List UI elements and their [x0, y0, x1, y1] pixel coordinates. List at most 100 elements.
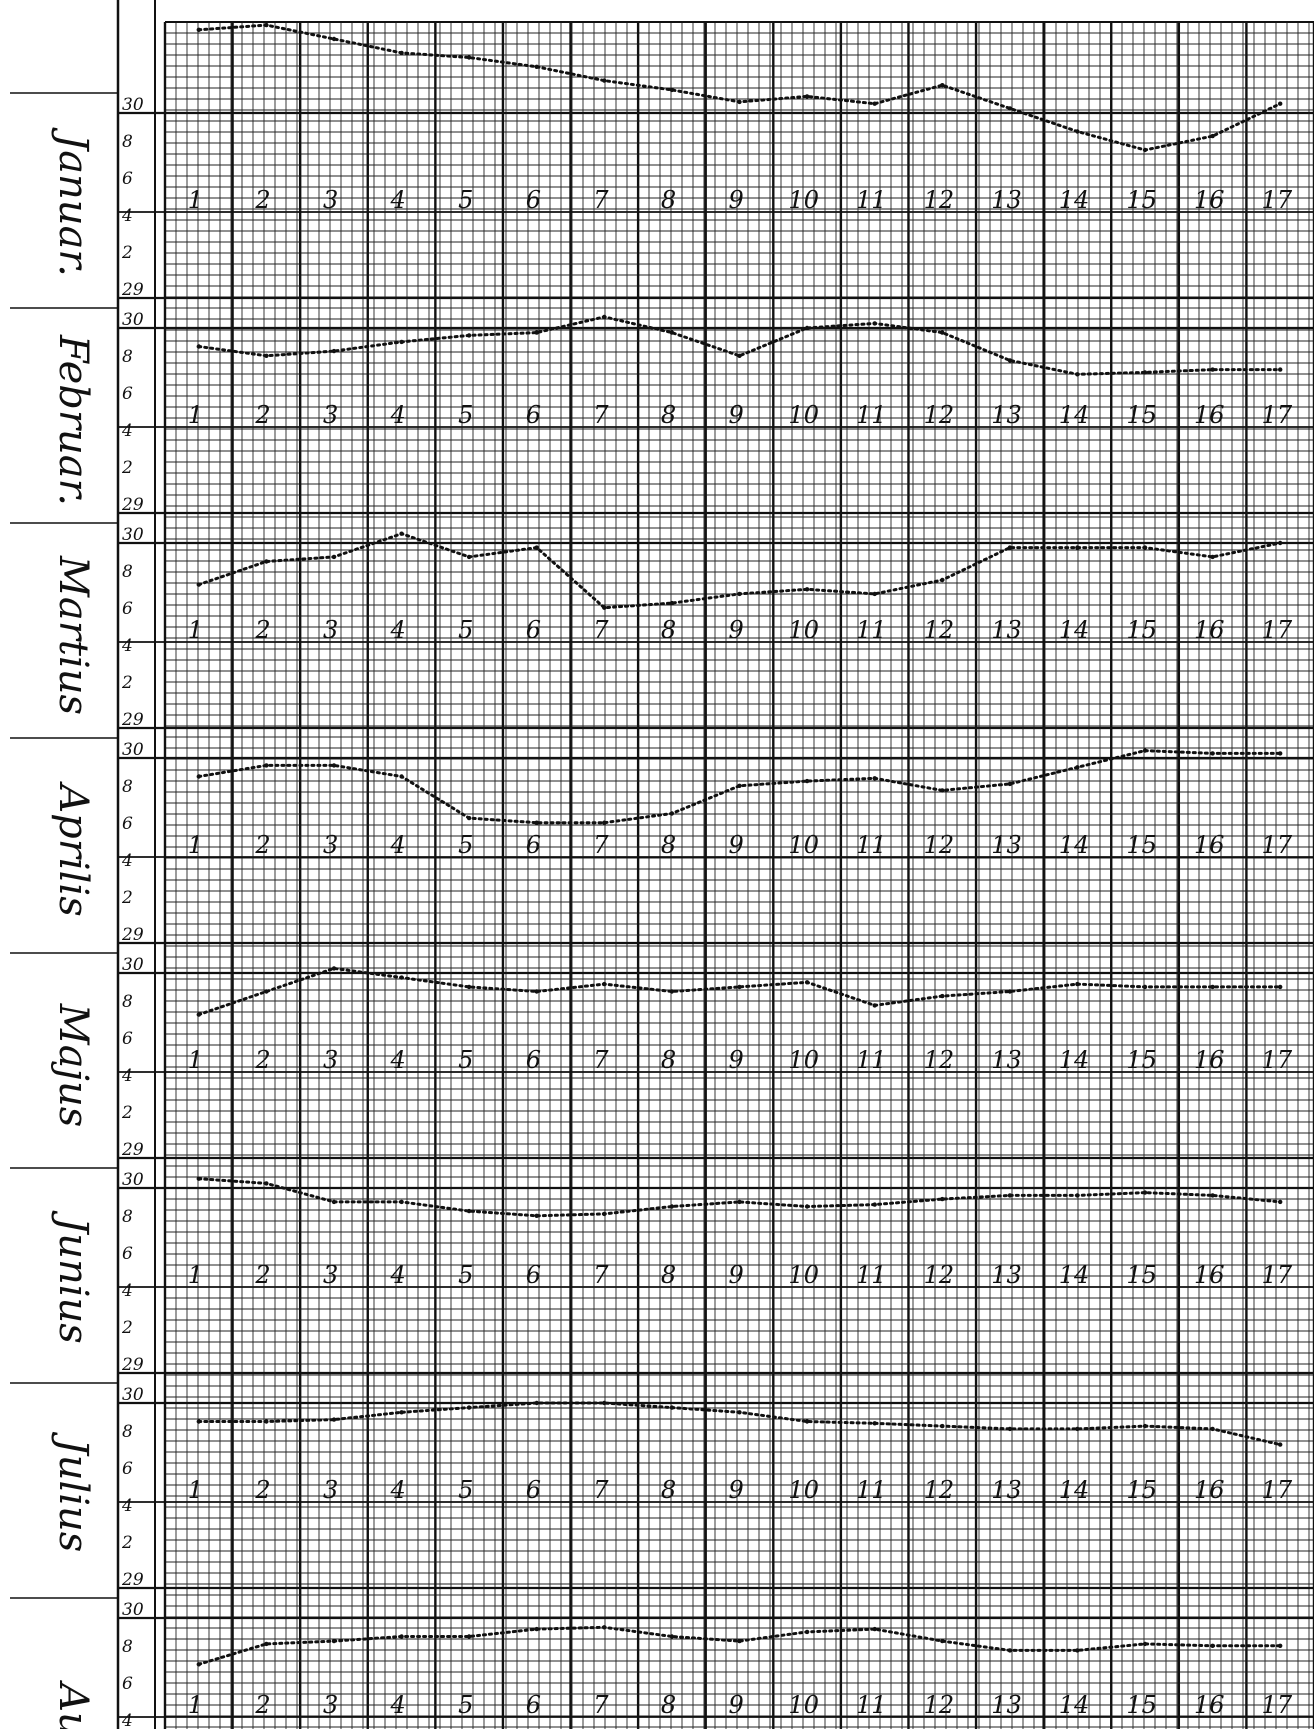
pressure-point — [196, 1176, 201, 1181]
y-tick-label: 4 — [121, 851, 133, 871]
pressure-point — [602, 1211, 607, 1217]
day-label: 17 — [1262, 186, 1293, 214]
y-tick-label: 30 — [122, 525, 144, 545]
pressure-point — [196, 27, 201, 32]
day-label: 1 — [188, 1476, 203, 1504]
pressure-point — [669, 811, 675, 816]
day-label: 16 — [1194, 1046, 1225, 1074]
y-tick-label: 29 — [121, 925, 144, 945]
day-label: 13 — [991, 1476, 1022, 1504]
pressure-point — [331, 554, 337, 560]
day-label: 1 — [188, 1261, 203, 1289]
day-label: 13 — [991, 1691, 1022, 1719]
pressure-point — [872, 776, 877, 781]
day-label: 11 — [856, 186, 887, 214]
pressure-point — [1210, 367, 1215, 372]
day-label: 11 — [856, 616, 887, 644]
pressure-point — [602, 314, 607, 320]
day-label: 7 — [593, 1046, 609, 1074]
day-label: 6 — [526, 1261, 541, 1289]
y-tick-label: 29 — [121, 1570, 144, 1590]
day-label: 16 — [1194, 831, 1225, 859]
day-label: 17 — [1262, 831, 1293, 859]
day-label: 10 — [788, 1476, 819, 1504]
day-label: 3 — [323, 1046, 338, 1074]
day-label: 7 — [593, 401, 609, 429]
pressure-point — [399, 1410, 404, 1415]
pressure-point — [940, 1196, 945, 1202]
pressure-point — [1007, 1193, 1013, 1198]
day-label: 12 — [924, 186, 955, 214]
day-label: 11 — [856, 1476, 887, 1504]
day-label: 17 — [1262, 616, 1293, 644]
y-tick-label: 30 — [122, 1385, 144, 1405]
pressure-point — [331, 1417, 337, 1422]
y-tick-label: 30 — [122, 310, 144, 330]
pressure-point — [1075, 129, 1080, 134]
day-label: 14 — [1059, 401, 1090, 429]
pressure-point — [196, 1662, 201, 1667]
pressure-point — [1142, 545, 1148, 550]
day-label: 2 — [254, 616, 270, 644]
pressure-point — [602, 1400, 607, 1406]
y-tick-label: 8 — [122, 777, 133, 797]
day-label: 16 — [1194, 1476, 1225, 1504]
day-label: 17 — [1262, 1691, 1293, 1719]
y-tick-label: 8 — [122, 1637, 133, 1657]
day-label: 15 — [1126, 401, 1157, 429]
month-label: Majus — [50, 1003, 96, 1128]
pressure-point — [399, 1634, 404, 1639]
pressure-point — [399, 975, 404, 980]
y-tick-label: 8 — [122, 1422, 133, 1442]
day-label: 12 — [924, 1476, 955, 1504]
pressure-point — [1075, 545, 1080, 550]
pressure-point — [1278, 1643, 1283, 1649]
day-label: 15 — [1126, 1691, 1157, 1719]
day-label: 15 — [1126, 186, 1157, 214]
day-label: 2 — [254, 1691, 270, 1719]
pressure-series-line — [197, 532, 1282, 610]
pressure-point — [331, 348, 337, 354]
day-label: 9 — [728, 1046, 743, 1074]
pressure-point — [1007, 1426, 1013, 1432]
day-label: 7 — [593, 186, 609, 214]
day-label: 2 — [254, 186, 270, 214]
day-label: 14 — [1059, 186, 1090, 214]
day-label: 2 — [254, 1261, 270, 1289]
day-label: 1 — [188, 186, 203, 214]
day-label: 3 — [323, 831, 338, 859]
pressure-point — [534, 1400, 539, 1406]
day-label: 15 — [1126, 1261, 1157, 1289]
pressure-point — [940, 577, 945, 583]
pressure-point — [669, 330, 675, 335]
pressure-point — [1278, 751, 1283, 756]
pressure-point — [466, 1405, 472, 1410]
pressure-point — [872, 591, 877, 597]
pressure-point — [602, 1625, 607, 1630]
pressure-point — [1210, 1643, 1215, 1649]
day-label: 14 — [1059, 1046, 1090, 1074]
pressure-series-line — [197, 966, 1282, 1017]
day-label: 5 — [458, 1261, 473, 1289]
day-label: 16 — [1194, 401, 1225, 429]
pressure-point — [737, 783, 742, 788]
day-label: 13 — [991, 616, 1022, 644]
day-label: 2 — [254, 1476, 270, 1504]
day-label: 5 — [458, 186, 473, 214]
y-tick-label: 30 — [122, 95, 144, 115]
pressure-point — [196, 1419, 201, 1424]
pressure-point — [1142, 984, 1148, 990]
day-label: 15 — [1126, 1476, 1157, 1504]
pressure-point — [1007, 358, 1013, 363]
day-label: 10 — [788, 1046, 819, 1074]
day-label: 6 — [526, 1691, 541, 1719]
pressure-point — [1007, 545, 1013, 550]
day-label: 6 — [526, 831, 541, 859]
pressure-point — [737, 353, 742, 358]
pressure-point — [466, 55, 472, 60]
day-label: 1 — [188, 401, 203, 429]
y-tick-label: 8 — [122, 347, 133, 367]
y-tick-label: 8 — [122, 1207, 133, 1227]
pressure-point — [466, 333, 472, 338]
